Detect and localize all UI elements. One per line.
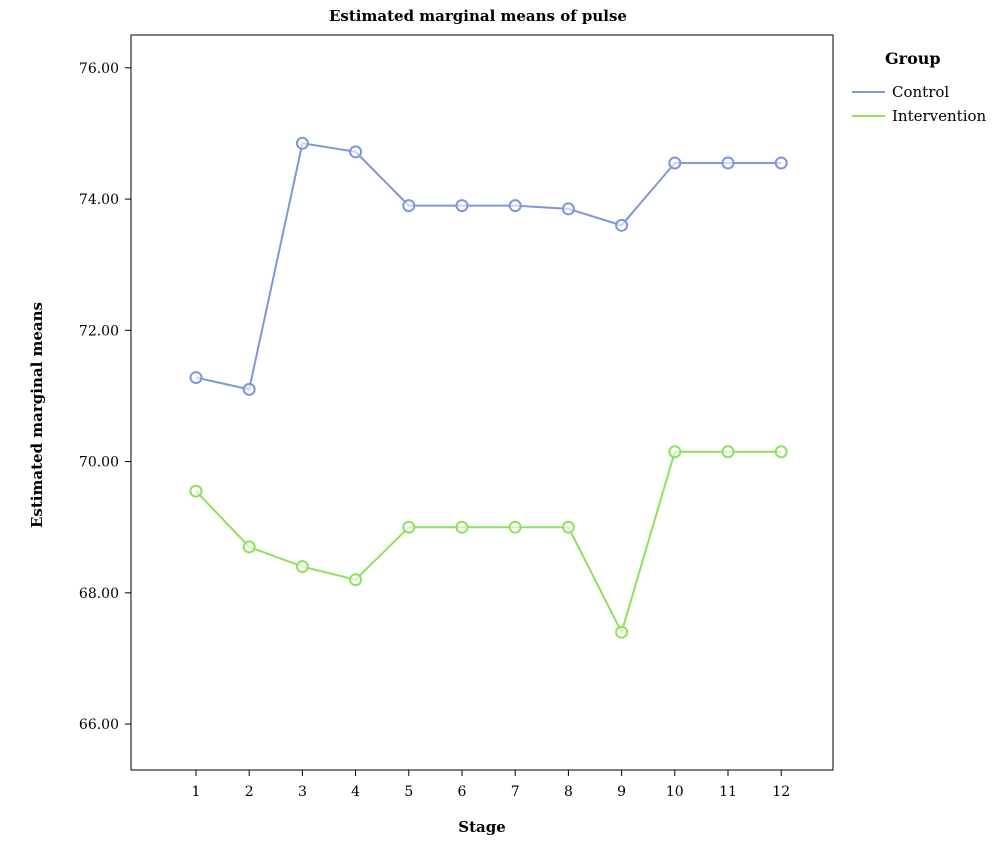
x-tick-label: 11 [719, 784, 737, 800]
data-point-intervention [349, 573, 363, 587]
data-point-control [774, 156, 788, 170]
data-point-intervention [508, 520, 522, 534]
data-point-control [455, 199, 469, 213]
data-point-control [189, 371, 203, 385]
y-tick-label: 74.00 [79, 192, 119, 208]
x-tick-label: 5 [404, 784, 413, 800]
y-tick-label: 72.00 [79, 323, 119, 339]
y-tick-label: 66.00 [79, 717, 119, 733]
data-point-control [561, 202, 575, 216]
x-axis: 1 2 3 4 5 6 7 8 9 10 11 12 [192, 770, 790, 800]
data-point-intervention [455, 520, 469, 534]
data-point-intervention [774, 445, 788, 459]
x-tick-label: 8 [564, 784, 573, 800]
x-tick-label: 1 [192, 784, 201, 800]
x-axis-title: Stage [458, 818, 506, 836]
legend: Group Control Intervention [852, 49, 987, 125]
data-point-control [242, 382, 256, 396]
x-tick-label: 10 [666, 784, 684, 800]
x-tick-label: 6 [458, 784, 467, 800]
data-point-control [721, 156, 735, 170]
data-point-intervention [668, 445, 682, 459]
legend-label-intervention: Intervention [892, 107, 987, 125]
series-layer [189, 136, 788, 639]
y-axis: 66.00 68.00 70.00 72.00 74.00 76.00 [79, 61, 131, 733]
data-point-control [508, 199, 522, 213]
y-tick-label: 76.00 [79, 61, 119, 77]
x-tick-label: 4 [351, 784, 360, 800]
x-tick-label: 3 [298, 784, 307, 800]
legend-title: Group [885, 49, 941, 68]
data-point-control [615, 218, 629, 232]
data-point-intervention [242, 540, 256, 554]
data-point-intervention [295, 560, 309, 574]
data-point-intervention [189, 484, 203, 498]
series-line-control [195, 142, 782, 391]
data-point-control [295, 136, 309, 150]
data-point-intervention [402, 520, 416, 534]
chart-title: Estimated marginal means of pulse [329, 7, 627, 25]
data-point-intervention [721, 445, 735, 459]
plot-frame [130, 34, 834, 771]
data-point-intervention [615, 625, 629, 639]
data-point-intervention [561, 520, 575, 534]
legend-label-control: Control [892, 83, 949, 101]
x-tick-label: 7 [511, 784, 520, 800]
x-tick-label: 2 [245, 784, 254, 800]
y-tick-label: 70.00 [79, 455, 119, 471]
data-point-control [349, 145, 363, 159]
x-tick-label: 9 [617, 784, 626, 800]
data-point-control [668, 156, 682, 170]
data-point-control [402, 199, 416, 213]
y-tick-label: 68.00 [79, 586, 119, 602]
y-axis-title: Estimated marginal means [28, 302, 46, 528]
x-tick-label: 12 [772, 784, 790, 800]
series-line-intervention [195, 450, 782, 635]
